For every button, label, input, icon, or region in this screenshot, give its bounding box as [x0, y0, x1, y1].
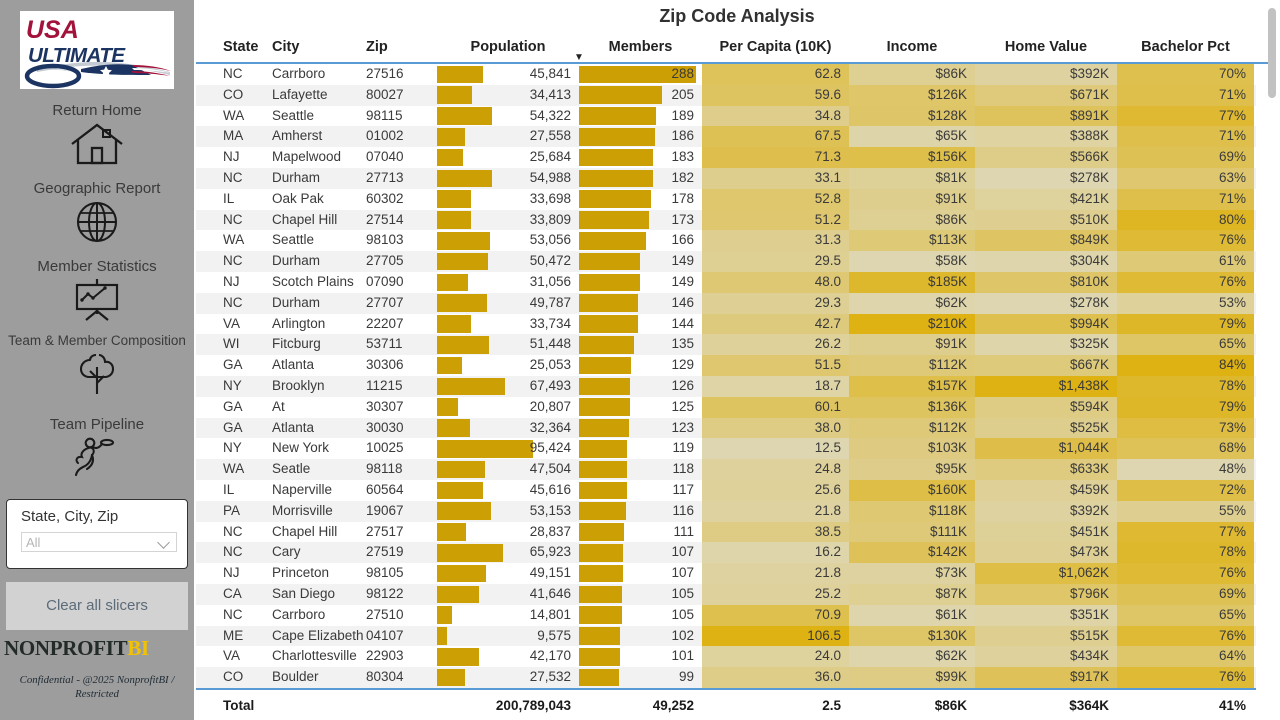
svg-text:USA: USA — [26, 16, 79, 44]
